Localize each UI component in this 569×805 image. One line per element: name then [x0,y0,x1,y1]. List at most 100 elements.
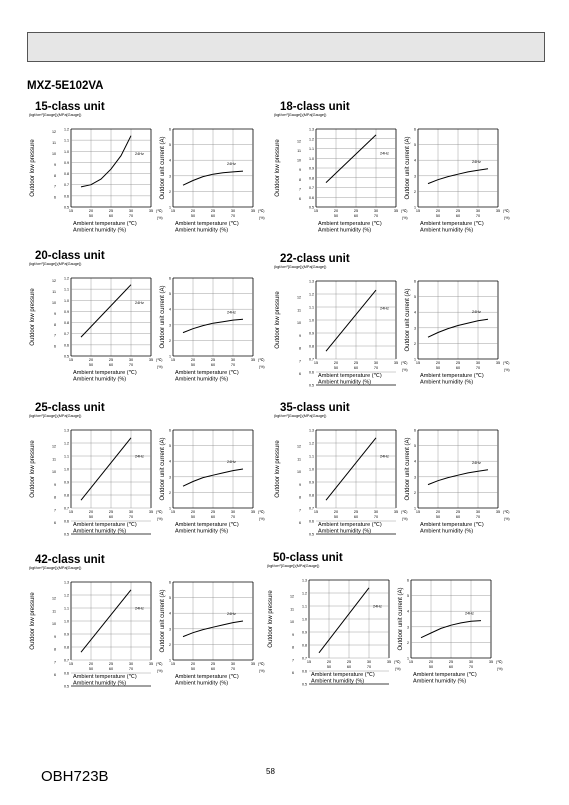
x-tick-label: 30 [476,510,480,514]
x-tick-label: 35 [496,209,500,213]
unit-title: 18-class unit [280,101,350,113]
y-tick-label: 10 [52,301,56,305]
x-unit-label: (℃) [156,662,162,666]
x-tick-label: 30 [231,510,235,514]
y-tick-label: 0.6 [302,670,307,674]
y-tick-label: 1.1 [302,605,307,609]
x-tick-label: 50 [429,665,433,669]
x-tick-label: 25 [449,660,453,664]
y-units-label: (kgf/cm²[Gauge])(MPa[Gauge]) [29,262,82,266]
x-axis-label: Ambient temperature (℃) [420,522,484,528]
y-tick-label: 6 [299,521,301,525]
y-tick-label: 1.1 [309,306,314,310]
y-axis-label: Outdoor unit current (A) [405,136,411,199]
x-tick-label: 70 [129,667,133,671]
y-tick-label: 12 [297,445,301,449]
unit-chart: 0.50.60.70.80.91.01.11.21.36789101112(kg… [274,414,510,537]
y-axis-label: Outdoor low pressure [30,440,36,498]
y-axis-label: Outdoor low pressure [268,590,274,648]
series-line [182,620,244,638]
series-line [182,170,244,186]
x-unit-label: (%) [259,365,265,369]
y-tick-label: 1 [169,355,171,359]
x-unit-label: (℃) [156,510,162,514]
x-tick-label: 30 [231,358,235,362]
x-tick-label: 30 [476,209,480,213]
x-tick-label: 20 [327,660,331,664]
y-tick-label: 0.7 [309,507,314,511]
x-unit-label: (℃) [258,662,264,666]
x-tick-label: 35 [251,662,255,666]
y-tick-label: 6 [407,579,409,583]
y-tick-label: 12 [52,279,56,283]
unit-chart: 0.50.60.70.80.91.01.11.26789101112(kgf/c… [29,262,265,383]
series-label: 24Hz [227,460,236,464]
y-tick-label: 3 [414,475,416,479]
x-tick-label: 15 [69,209,73,213]
x-axis-label: Ambient humidity (%) [73,529,126,535]
x-axis-label: Ambient temperature (℃) [175,370,239,376]
y-tick-label: 6 [169,277,171,281]
y-tick-label: 11 [52,609,56,613]
x-tick-label: 60 [109,515,113,519]
x-tick-label: 60 [354,366,358,370]
x-unit-label: (%) [395,667,401,671]
y-tick-label: 1.1 [64,607,69,611]
y-tick-label: 1.2 [309,293,314,297]
x-unit-label: (℃) [503,361,509,365]
y-tick-label: 4 [169,612,171,616]
y-tick-label: 0.9 [309,332,314,336]
y-tick-label: 0.7 [309,358,314,362]
x-tick-label: 50 [89,515,93,519]
y-units-label: (kgf/cm²[Gauge])(MPa[Gauge]) [29,566,82,570]
y-tick-label: 1.3 [64,581,69,585]
x-unit-label: (%) [504,216,510,220]
y-units-label: (kgf/cm²[Gauge])(MPa[Gauge]) [274,113,327,117]
x-axis-label: Ambient humidity (%) [311,679,364,685]
y-tick-label: 0.8 [64,494,69,498]
y-tick-label: 0.5 [64,355,69,359]
x-tick-label: 35 [496,361,500,365]
y-tick-label: 4 [414,159,416,163]
x-tick-label: 70 [374,515,378,519]
y-tick-label: 6 [54,345,56,349]
y-tick-label: 5 [169,444,171,448]
unit-chart: 0.50.60.70.80.91.01.11.21.36789101112(kg… [29,414,265,537]
y-tick-label: 8 [54,648,56,652]
y-tick-label: 11 [297,149,301,153]
y-tick-label: 7 [299,508,301,512]
x-axis-label: Ambient humidity (%) [318,228,371,234]
y-axis-label: Outdoor low pressure [30,139,36,197]
y-tick-label: 1.0 [309,468,314,472]
y-tick-label: 4 [414,311,416,315]
unit-chart: 0.50.60.70.80.91.01.11.21.36789101112(kg… [274,113,510,234]
y-axis-label: Outdoor unit current (A) [160,437,166,500]
y-tick-label: 1.2 [64,594,69,598]
x-tick-label: 35 [251,358,255,362]
x-tick-label: 15 [171,662,175,666]
x-unit-label: (℃) [258,358,264,362]
unit-title: 20-class unit [35,250,105,262]
y-tick-label: 0.6 [64,672,69,676]
y-tick-label: 9 [299,483,301,487]
y-axis-label: Outdoor unit current (A) [160,285,166,348]
x-unit-label: (%) [504,368,510,372]
unit-title: 15-class unit [35,101,105,113]
series-label: 24Hz [465,612,474,616]
x-tick-label: 30 [374,510,378,514]
y-tick-label: 1.2 [309,137,314,141]
series-line [420,620,482,639]
x-unit-label: (℃) [156,358,162,362]
x-unit-label: (%) [157,669,163,673]
y-tick-label: 10 [297,470,301,474]
x-tick-label: 60 [456,214,460,218]
series-label: 24Hz [373,604,382,608]
y-units-label: (kgf/cm²[Gauge])(MPa[Gauge]) [29,113,82,117]
x-tick-label: 50 [436,366,440,370]
x-axis-label: Ambient humidity (%) [73,377,126,383]
y-tick-label: 6 [299,197,301,201]
x-tick-label: 20 [191,510,195,514]
y-tick-label: 12 [52,130,56,134]
y-tick-label: 2 [414,190,416,194]
y-tick-label: 9 [299,168,301,172]
